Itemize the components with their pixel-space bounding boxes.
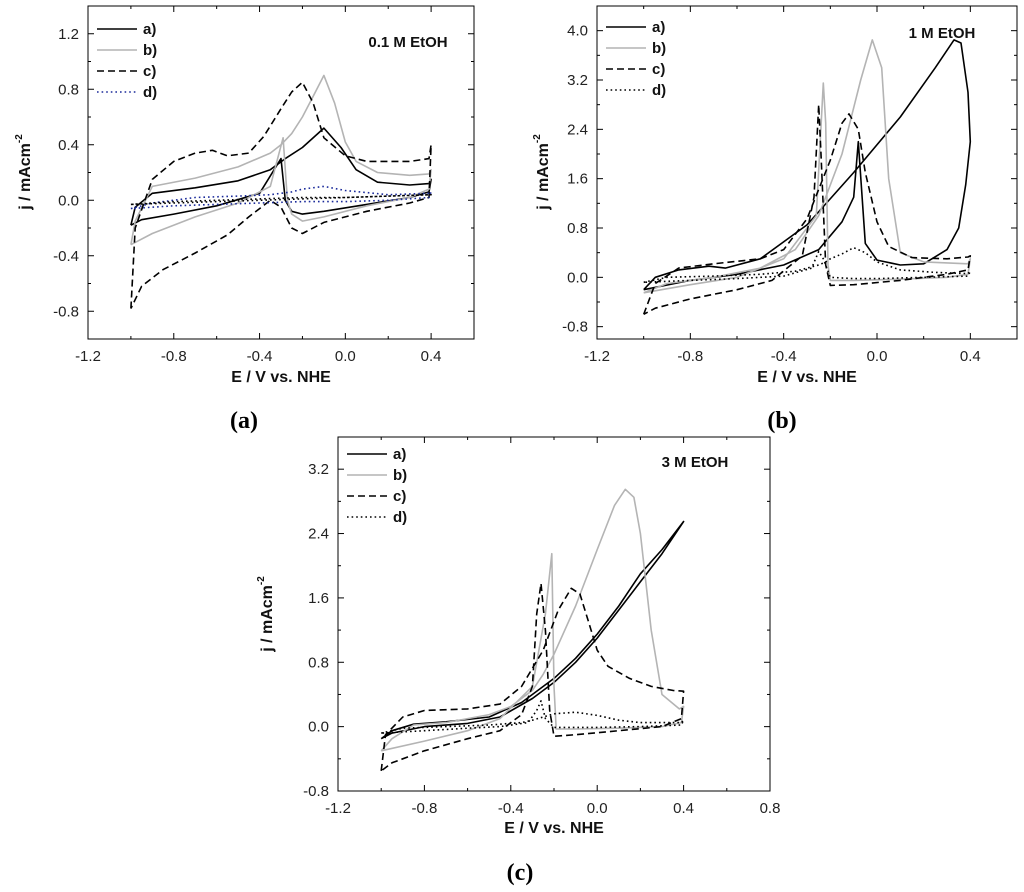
x-tick-label: -0.4: [498, 800, 524, 817]
legend-label-c: c): [393, 488, 406, 505]
concentration-annotation: 1 M EtOH: [909, 25, 976, 42]
x-tick-label: 0.4: [421, 348, 442, 365]
series-c-line: [130, 81, 432, 309]
y-axis-label-main: j / mAcm: [17, 143, 34, 211]
x-axis-label: E / V vs. NHE: [231, 369, 331, 386]
y-tick-label: 2.4: [308, 526, 329, 543]
y-tick-label: 4.0: [567, 23, 588, 40]
x-tick-label: -0.8: [411, 800, 437, 817]
legend-label-d: d): [143, 84, 157, 101]
x-tick-label: 0.0: [867, 348, 888, 365]
legend-label-a: a): [393, 446, 406, 463]
y-tick-label: 2.4: [567, 121, 588, 138]
panel-caption: (a): [230, 408, 258, 434]
y-tick-label: -0.4: [53, 248, 79, 265]
panel-caption: (c): [507, 860, 534, 886]
concentration-annotation: 0.1 M EtOH: [368, 34, 447, 51]
x-tick-label: 0.0: [587, 800, 608, 817]
y-tick-label: 0.8: [58, 81, 79, 98]
legend-label-a: a): [143, 21, 156, 38]
y-axis-label: j / mAcm-2: [256, 576, 276, 653]
y-axis-label-superscript: -2: [532, 134, 543, 143]
series-b-line: [380, 488, 685, 752]
legend-label-b: b): [393, 467, 407, 484]
x-tick-label: -0.8: [677, 348, 703, 365]
y-tick-label: 1.2: [58, 26, 79, 43]
y-tick-label: 0.0: [567, 269, 588, 286]
series-c-line: [380, 582, 685, 772]
legend-label-d: d): [393, 509, 407, 526]
series-b-line: [130, 74, 432, 246]
x-axis-label: E / V vs. NHE: [757, 369, 857, 386]
x-tick-label: 0.0: [335, 348, 356, 365]
x-axis-label: E / V vs. NHE: [504, 820, 604, 837]
concentration-annotation: 3 M EtOH: [662, 454, 729, 471]
panel-b: -1.2 -0.8 -0.4 0.0 0.4 -0.8 0.0 0.8 1.6 2.4 3.2 4.0…: [532, 5, 1018, 434]
panel-a: -1.2 -0.8 -0.4 0.0 0.4 -0.8 -0.4 0.0 0.4 0.8 1.2 E …: [14, 5, 475, 434]
y-tick-label: -0.8: [303, 783, 329, 800]
x-tick-label: -0.4: [247, 348, 273, 365]
legend-label-d: d): [652, 82, 666, 99]
y-axis-label: j / mAcm-2: [14, 134, 34, 211]
legend-label-c: c): [652, 61, 665, 78]
series-extra-line: [130, 193, 432, 206]
y-axis-label: j / mAcm-2: [532, 134, 552, 211]
series-d-line: [381, 700, 685, 734]
x-tick-label: -0.4: [771, 348, 797, 365]
y-tick-label: 3.2: [308, 461, 329, 478]
x-tick-label: 0.4: [673, 800, 694, 817]
y-tick-label: 0.0: [58, 192, 79, 209]
plot-frame: [596, 5, 1018, 340]
series-a-line: [643, 39, 972, 291]
legend-label-c: c): [143, 63, 156, 80]
y-axis-label-superscript: -2: [14, 134, 25, 143]
legend-label-b: b): [143, 42, 157, 59]
x-tick-label: -1.2: [325, 800, 351, 817]
series-a-line: [380, 520, 685, 740]
x-tick-label: -1.2: [584, 348, 610, 365]
y-tick-label: 3.2: [567, 72, 588, 89]
y-axis-label-main: j / mAcm: [259, 585, 276, 653]
y-tick-label: 0.0: [308, 719, 329, 736]
x-tick-label: -0.8: [161, 348, 187, 365]
y-tick-label: 0.8: [567, 220, 588, 237]
y-tick-label: -0.8: [562, 319, 588, 336]
y-axis-label-superscript: -2: [256, 576, 267, 585]
y-tick-label: 0.4: [58, 137, 79, 154]
series-c-line: [642, 103, 972, 316]
y-tick-label: 1.6: [567, 171, 588, 188]
legend-label-b: b): [652, 40, 666, 57]
legend-label-a: a): [652, 19, 665, 36]
x-tick-label: 0.8: [760, 800, 781, 817]
x-tick-label: -1.2: [75, 348, 101, 365]
y-tick-label: -0.8: [53, 303, 79, 320]
panel-caption: (b): [767, 408, 796, 434]
y-axis-label-main: j / mAcm: [535, 143, 552, 211]
panel-c: -1.2 -0.8 -0.4 0.0 0.4 0.8-0.80.00.81.62.43.2…: [256, 436, 781, 886]
y-tick-label: 0.8: [308, 654, 329, 671]
y-tick-label: 1.6: [308, 590, 329, 607]
x-tick-label: 0.4: [960, 348, 981, 365]
